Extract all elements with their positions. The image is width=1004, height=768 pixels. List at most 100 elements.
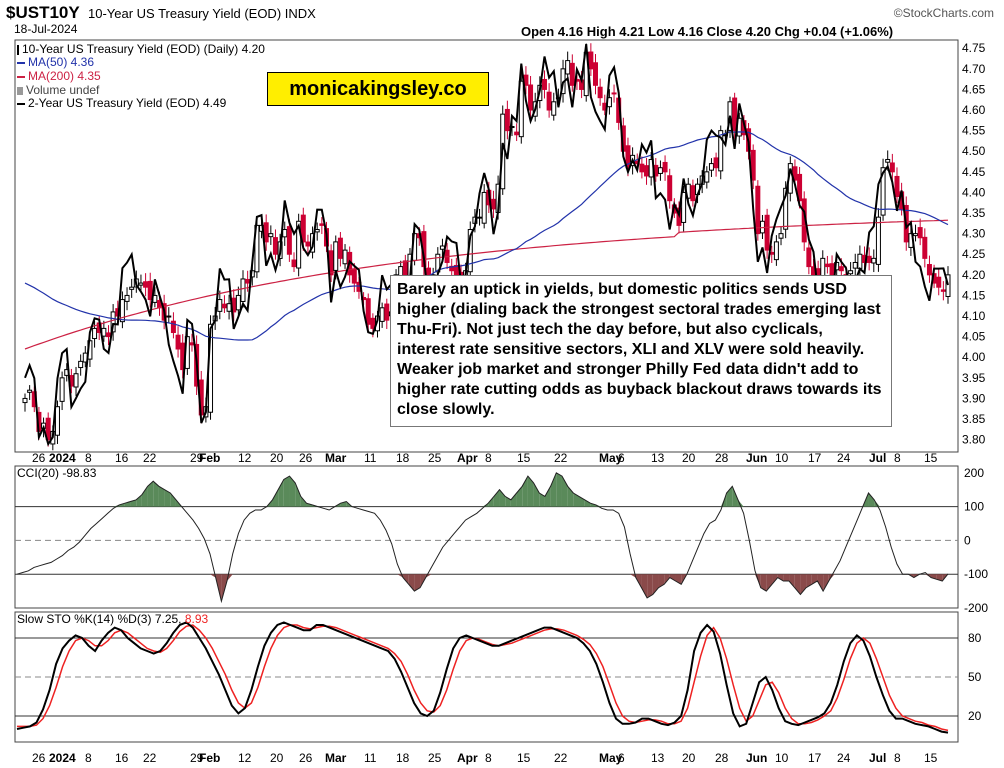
sto-x-label: 26 [32, 751, 46, 765]
cci-neg-fill [647, 574, 653, 598]
sto-tick-label: 20 [968, 709, 982, 723]
sto-x-label: 25 [428, 751, 442, 765]
price-x-label: 28 [715, 451, 729, 465]
candle-body [272, 237, 278, 255]
sto-x-label: 17 [808, 751, 822, 765]
sto-x-label: 22 [554, 751, 568, 765]
sto-x-label: Apr [457, 751, 478, 765]
symbol: $UST10Y [6, 3, 80, 22]
price-x-label: 8 [894, 451, 901, 465]
candle-body [838, 266, 844, 272]
candle-body [936, 276, 942, 288]
price-x-label: 12 [238, 451, 252, 465]
chart-title: 10-Year US Treasury Yield (EOD) INDX [88, 6, 316, 21]
candle-body [92, 327, 98, 340]
candle-body [314, 229, 320, 233]
cci-tick-label: -100 [964, 567, 988, 581]
sto-x-label: Feb [199, 751, 220, 765]
candle-body [773, 241, 779, 261]
cci-neg-fill [828, 574, 835, 581]
price-x-label: Jun [746, 451, 767, 465]
candle-body [105, 332, 111, 338]
candle-body [351, 268, 357, 284]
legend-ma50: MA(50) 4.36 [17, 56, 94, 69]
cci-pos-fill [567, 486, 574, 507]
candle-body [129, 286, 135, 290]
sto-d-line [17, 624, 949, 732]
candle-body [894, 175, 900, 198]
candle-body [597, 86, 603, 99]
price-tick-label: 4.05 [962, 330, 986, 344]
candle-body [514, 131, 520, 136]
candle-body [189, 342, 195, 346]
candle-body [639, 163, 645, 173]
candle-body [170, 320, 176, 334]
sto-x-label: 8 [485, 751, 492, 765]
sto-x-label: Mar [325, 751, 347, 765]
price-tick-label: 3.95 [962, 371, 986, 385]
cci-pos-fill [283, 476, 290, 507]
price-tick-label: 4.40 [962, 185, 986, 199]
cci-pos-fill [573, 493, 580, 507]
candle-body [755, 185, 761, 235]
candle-body [778, 233, 784, 239]
candle-body [166, 315, 172, 318]
cci-pos-fill [499, 489, 506, 507]
price-tick-label: 4.00 [962, 350, 986, 364]
candle-body [644, 165, 650, 177]
cci-neg-fill [664, 574, 670, 585]
legend-main: 10-Year US Treasury Yield (EOD) (Daily) … [17, 43, 265, 56]
candle-body [78, 360, 84, 369]
cci-pos-fill [550, 472, 557, 507]
candle-body [54, 406, 60, 436]
legend-volume: Volume undef [17, 84, 99, 97]
price-x-label: 16 [115, 451, 129, 465]
cci-neg-fill [772, 574, 778, 585]
cci-neg-fill [794, 574, 801, 595]
cci-pos-fill [295, 482, 301, 507]
candle-body [783, 187, 789, 230]
candle-body [235, 294, 241, 311]
sto-x-label: 20 [682, 751, 696, 765]
candle-body [370, 317, 376, 329]
candle-body [885, 158, 891, 163]
cci-pos-fill [561, 476, 568, 507]
cci-neg-fill [925, 574, 931, 578]
candle-body [263, 222, 269, 243]
cci-neg-fill [403, 574, 409, 585]
candle-body [504, 108, 510, 132]
price-x-label: 26 [32, 451, 46, 465]
legend-ma200: MA(200) 4.35 [17, 70, 101, 83]
price-x-label: 17 [808, 451, 822, 465]
cci-pos-fill [584, 499, 591, 507]
candle-body [245, 278, 251, 284]
candle-body [22, 397, 28, 404]
price-x-label: 2024 [49, 451, 76, 465]
candle-body [300, 214, 306, 243]
price-x-label: 15 [924, 451, 938, 465]
candle-body [453, 264, 459, 276]
ma50-line [24, 131, 949, 341]
cci-neg-fill [652, 574, 659, 595]
cci-pos-fill [124, 501, 131, 507]
cci-pos-fill [136, 494, 142, 507]
candle-body [342, 249, 348, 265]
cci-pos-fill [300, 496, 307, 507]
cci-pos-fill [164, 489, 171, 507]
price-tick-label: 4.60 [962, 103, 986, 117]
watermark-label: monicakingsley.co [267, 72, 489, 106]
cci-tick-label: 100 [964, 500, 984, 514]
cci-neg-fill [783, 574, 790, 581]
candle-body [268, 233, 274, 238]
cci-pos-fill [522, 476, 528, 507]
sto-x-label: 2024 [49, 751, 76, 765]
cci-pos-fill [527, 476, 534, 507]
price-tick-label: 4.50 [962, 144, 986, 158]
price-x-label: 10 [775, 451, 789, 465]
price-x-label: 6 [618, 451, 625, 465]
candle-body [913, 233, 919, 237]
candle-body [713, 157, 719, 169]
candle-body [657, 167, 663, 174]
cci-pos-fill [868, 493, 875, 507]
cci-pos-fill [488, 496, 494, 507]
